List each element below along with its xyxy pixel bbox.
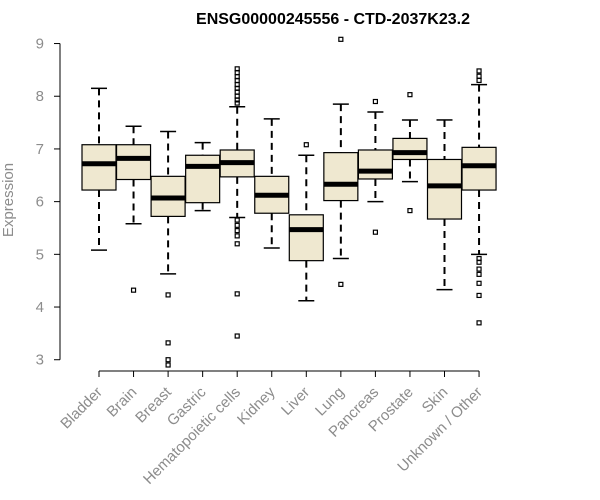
outlier-point	[234, 291, 240, 297]
outlier-point	[476, 292, 482, 299]
x-tick-label: Kidney	[234, 383, 279, 428]
outlier-point	[130, 287, 137, 293]
x-tick-label: Bladder	[57, 384, 106, 433]
y-tick-label: 3	[36, 352, 44, 369]
outlier-point	[234, 333, 240, 339]
outlier-point	[234, 100, 240, 106]
outlier-point	[476, 259, 482, 265]
outlier-point	[476, 271, 482, 277]
box-prostate	[392, 92, 428, 214]
box-pancreas	[357, 98, 393, 235]
box-body	[288, 214, 324, 262]
outlier-point	[303, 142, 309, 148]
y-tick-label: 5	[36, 246, 44, 263]
outlier-point	[165, 292, 171, 298]
x-tick-label: Liver	[278, 384, 313, 419]
box-hematopoietic-cells	[219, 66, 255, 339]
outlier-point	[165, 357, 171, 363]
outlier-point	[234, 228, 240, 234]
box-skin	[426, 119, 463, 291]
outlier-point	[476, 320, 482, 326]
outlier-point	[234, 222, 240, 228]
outlier-point	[234, 89, 240, 95]
y-tick-label: 4	[36, 299, 44, 316]
y-axis-label: Expression	[0, 163, 17, 237]
box-brain	[115, 125, 152, 293]
box-body	[115, 144, 152, 181]
box-body	[323, 152, 359, 202]
y-tick-label: 7	[36, 141, 44, 158]
outlier-point	[407, 92, 413, 98]
outlier-point	[234, 217, 240, 223]
outlier-point	[372, 98, 378, 105]
outlier-point	[338, 36, 344, 42]
y-tick-label: 6	[36, 194, 44, 211]
y-axis: 3 4 5 6 7 8 9	[36, 36, 61, 369]
y-tick-label: 8	[36, 88, 44, 105]
outlier-point	[372, 229, 378, 235]
outlier-point	[338, 281, 344, 287]
box-body	[357, 149, 393, 180]
box-body	[392, 137, 428, 161]
outlier-point	[234, 97, 240, 103]
outlier-point	[476, 280, 482, 286]
outlier-point	[165, 362, 171, 368]
box-lung	[323, 36, 359, 287]
box-gastric	[185, 141, 221, 212]
box-body	[461, 146, 497, 191]
outlier-point	[234, 77, 240, 84]
boxes-group	[81, 36, 497, 368]
outlier-point	[476, 266, 482, 272]
box-body	[426, 158, 463, 220]
box-body	[185, 154, 221, 204]
outlier-point	[407, 207, 413, 214]
outlier-point	[476, 77, 482, 84]
outlier-point	[234, 233, 240, 239]
outlier-point	[165, 340, 171, 346]
outlier-point	[476, 68, 482, 74]
box-kidney	[254, 118, 290, 249]
box-unknown-other	[461, 68, 497, 326]
box-breast	[150, 130, 186, 368]
chart-title: ENSG00000245556 - CTD-2037K23.2	[196, 11, 470, 28]
box-bladder	[81, 87, 117, 251]
y-tick-label: 9	[36, 36, 44, 53]
outlier-point	[234, 241, 240, 247]
box-body	[81, 144, 117, 191]
outlier-point	[234, 69, 240, 76]
outlier-point	[476, 73, 482, 79]
box-liver	[288, 142, 324, 302]
